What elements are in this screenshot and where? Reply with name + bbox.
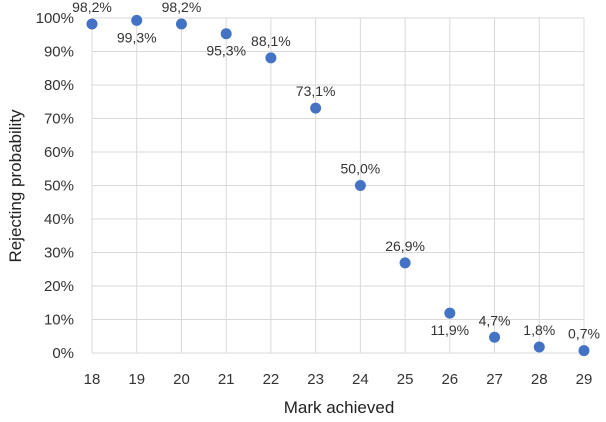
x-tick-label: 21 [218, 371, 235, 388]
y-tick-label: 80% [44, 77, 74, 94]
y-tick-label: 60% [44, 144, 74, 161]
data-label: 0,7% [568, 326, 600, 342]
data-point [533, 341, 545, 353]
data-label: 50,0% [341, 161, 381, 177]
x-tick-label: 27 [486, 371, 503, 388]
x-tick-label: 22 [263, 371, 280, 388]
data-label: 98,2% [162, 0, 202, 15]
x-tick-label: 18 [84, 371, 101, 388]
data-point [131, 14, 143, 26]
data-label: 11,9% [430, 322, 469, 338]
y-tick-label: 100% [36, 10, 74, 27]
x-axis-title: Mark achieved [284, 398, 395, 417]
y-tick-label: 70% [44, 111, 74, 128]
y-tick-label: 20% [44, 278, 74, 295]
y-tick-label: 40% [44, 211, 74, 228]
x-tick-label: 25 [397, 371, 414, 388]
data-label: 88,1% [251, 33, 291, 49]
data-label: 99,3% [117, 29, 157, 45]
data-point [489, 331, 501, 343]
x-tick-label: 28 [531, 371, 548, 388]
data-label: 73,1% [296, 83, 336, 99]
data-label: 4,7% [479, 312, 511, 328]
y-axis-title: Rejecting probability [6, 109, 25, 263]
data-point [265, 52, 277, 64]
data-point [578, 345, 590, 357]
x-tick-label: 24 [352, 371, 369, 388]
y-tick-label: 10% [44, 312, 74, 329]
x-axis-ticks: 18 19 20 21 22 23 24 25 26 27 28 29 [84, 371, 593, 388]
data-points [86, 14, 590, 357]
data-labels: 98,2% 99,3% 98,2% 95,3% 88,1% 73,1% 50,0% 26,9%… [72, 0, 600, 342]
data-point [220, 28, 232, 40]
y-tick-label: 0% [52, 345, 74, 362]
data-point [310, 102, 322, 114]
y-tick-label: 90% [44, 44, 74, 61]
data-label: 98,2% [72, 0, 112, 15]
x-tick-label: 20 [173, 371, 190, 388]
gridlines [91, 17, 585, 354]
x-tick-label: 19 [128, 371, 145, 388]
data-point [86, 18, 98, 30]
data-point [444, 307, 456, 319]
data-point [175, 18, 187, 30]
data-label: 95,3% [206, 43, 246, 59]
y-tick-label: 50% [44, 178, 74, 195]
x-tick-label: 23 [307, 371, 324, 388]
data-label: 26,9% [385, 238, 425, 254]
y-tick-label: 30% [44, 245, 74, 262]
data-label: 1,8% [523, 322, 555, 338]
y-axis-ticks: 0% 10% 20% 30% 40% 50% 60% 70% 80% 90% 100% [36, 10, 74, 362]
data-point [399, 257, 411, 269]
x-tick-label: 29 [576, 371, 593, 388]
x-tick-label: 26 [441, 371, 458, 388]
data-point [354, 180, 366, 191]
